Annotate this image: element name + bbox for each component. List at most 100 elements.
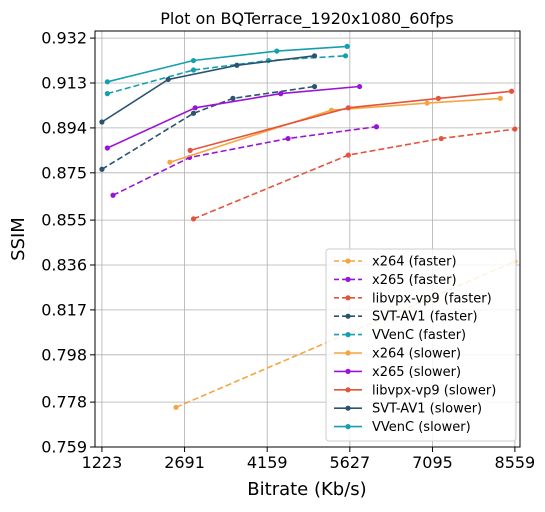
series-line [107, 45, 348, 83]
series-line [107, 55, 346, 95]
y-tick-label: 0.894 [41, 118, 87, 137]
legend-swatch-marker [345, 424, 351, 430]
legend-box [325, 248, 517, 442]
legend-entry: libvpx-vp9 (slower) [334, 383, 496, 398]
legend-entry: SVT-AV1 (slower) [334, 402, 482, 417]
y-tick-label: 0.855 [41, 211, 87, 230]
data-point [512, 126, 518, 132]
legend-label: SVT-AV1 (faster) [372, 310, 478, 325]
legend-entry: x264 (faster) [334, 255, 457, 270]
legend-entry: libvpx-vp9 (faster) [334, 291, 492, 306]
plot-frame [94, 30, 521, 448]
series-line [112, 125, 377, 197]
y-axis-label: SSIM [8, 217, 29, 261]
legend-label: VVenC (slower) [372, 420, 471, 435]
legend-swatch-marker [345, 258, 351, 264]
legend-entry: VVenC (slower) [334, 420, 471, 435]
data-point [311, 83, 318, 90]
legend-swatch-marker [345, 276, 351, 282]
legend-label: x265 (faster) [372, 273, 457, 288]
data-point [497, 95, 503, 101]
series-vvenc-faster [104, 53, 349, 97]
x-tick-label: 7095 [412, 453, 453, 472]
data-point [344, 43, 350, 49]
legend-label: x264 (slower) [372, 347, 461, 362]
data-point [356, 83, 363, 90]
data-point [190, 57, 197, 64]
data-point [190, 110, 197, 116]
y-tick-label: 0.798 [41, 345, 87, 364]
x-axis-label: Bitrate (Kb/s) [247, 479, 366, 500]
legend-label: x264 (faster) [372, 255, 457, 270]
y-tick-label: 0.932 [41, 29, 87, 48]
data-point [230, 95, 236, 101]
series-libvpx-vp9-slower [187, 88, 515, 153]
series-line [193, 128, 516, 220]
y-tick-label: 0.836 [41, 256, 87, 275]
y-tick-label: 0.817 [41, 300, 87, 319]
x-tick-label: 4159 [247, 453, 288, 472]
legend-label: libvpx-vp9 (slower) [372, 383, 496, 398]
data-point [167, 159, 173, 165]
legend-label: SVT-AV1 (slower) [372, 402, 482, 417]
data-point [373, 124, 380, 130]
legend-swatch-marker [345, 350, 351, 356]
series-x264-slower [167, 95, 503, 165]
data-point [104, 145, 110, 151]
data-point [345, 152, 351, 158]
x-tick-label: 2691 [164, 453, 205, 472]
series-line [169, 97, 501, 163]
legend-label: libvpx-vp9 (faster) [372, 291, 492, 306]
data-point [173, 404, 179, 410]
series-svt-av1-slower [99, 53, 318, 125]
series-line [107, 85, 360, 149]
data-point [345, 105, 351, 111]
legend-label: x265 (slower) [372, 365, 461, 380]
data-point [234, 62, 240, 68]
y-tick-label: 0.778 [41, 393, 87, 412]
data-point [508, 88, 515, 94]
legend-swatch-marker [345, 405, 351, 411]
chart-title: Plot on BQTerrace_1920x1080_60fps [160, 9, 453, 29]
y-tick-label: 0.875 [41, 163, 87, 182]
y-tick-label: 0.913 [41, 74, 87, 93]
data-point [424, 100, 430, 106]
data-point [187, 147, 193, 153]
series-line [189, 90, 512, 152]
series-x265-slower [104, 83, 363, 151]
data-point [190, 216, 197, 222]
series-line [101, 55, 315, 123]
data-point [104, 91, 110, 97]
series-line [101, 85, 315, 170]
legend: x264 (faster) x265 (faster) libvpx-vp9 (fa… [325, 248, 517, 442]
legend-swatch-marker [345, 387, 351, 393]
legend-label: VVenC (faster) [372, 328, 466, 343]
y-tick-label: 0.759 [41, 438, 87, 457]
data-point [342, 53, 349, 59]
data-point [110, 192, 116, 198]
data-point [285, 135, 291, 142]
data-point [438, 135, 444, 142]
series-vvenc-slower [104, 43, 350, 85]
legend-swatch-marker [345, 313, 351, 319]
data-point [99, 119, 105, 125]
legend-swatch-marker [345, 332, 351, 338]
legend-entry: SVT-AV1 (faster) [334, 310, 478, 325]
data-point [165, 76, 171, 83]
legend-swatch-marker [345, 368, 351, 374]
data-point [278, 91, 284, 97]
grid-lines [95, 31, 520, 448]
legend-entry: VVenC (faster) [334, 328, 466, 343]
legend-entry: x265 (faster) [334, 273, 457, 288]
x-tick-label: 1223 [82, 453, 123, 472]
data-point [192, 105, 198, 111]
legend-entry: x265 (slower) [334, 365, 461, 380]
data-point [99, 166, 105, 172]
data-point [274, 48, 280, 54]
x-tick-label: 8559 [495, 453, 536, 472]
data-point [104, 79, 110, 85]
data-point [190, 67, 197, 73]
data-point [311, 53, 318, 59]
